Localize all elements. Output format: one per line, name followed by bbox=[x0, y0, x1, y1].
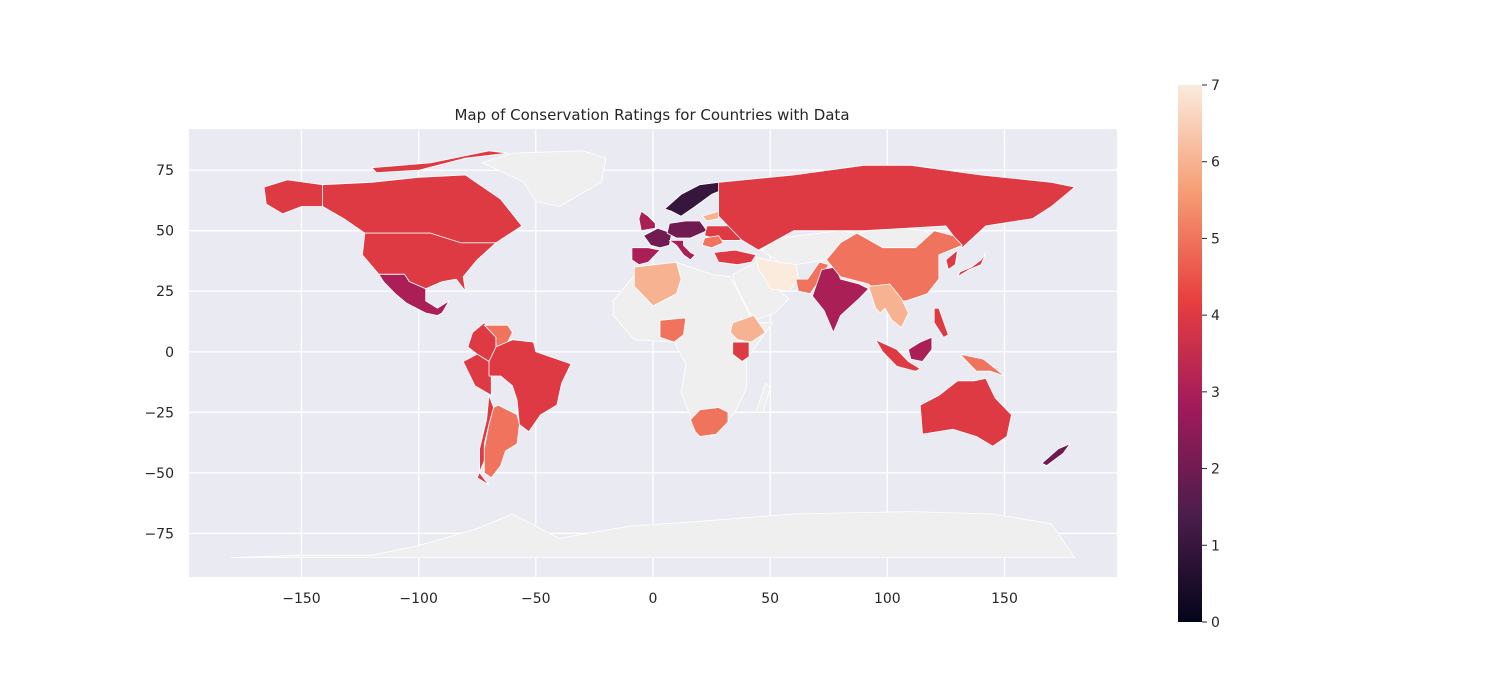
region-scandinavia bbox=[664, 181, 724, 217]
y-tick-label: −50 bbox=[144, 466, 174, 482]
region-nigeria bbox=[659, 317, 687, 343]
region-south-africa bbox=[690, 407, 729, 437]
region-brazil bbox=[488, 339, 572, 433]
region-peru bbox=[462, 353, 492, 396]
region-baltics bbox=[701, 210, 719, 222]
x-tick-label: −150 bbox=[282, 591, 320, 607]
colorbar-tick-label: 5 bbox=[1211, 231, 1220, 247]
colorbar-tick-label: 2 bbox=[1211, 462, 1220, 478]
region-argentina bbox=[483, 404, 520, 479]
x-tick-label: 100 bbox=[874, 591, 901, 607]
region-greenland bbox=[481, 150, 607, 207]
y-axis: 75 50 25 0 −25 −50 −75 bbox=[144, 163, 174, 542]
region-borneo bbox=[908, 336, 933, 362]
colorbar-tick-label: 0 bbox=[1211, 615, 1220, 631]
x-tick-label: 50 bbox=[761, 591, 779, 607]
region-new-guinea bbox=[959, 353, 1005, 377]
colorbar-tick-label: 7 bbox=[1211, 78, 1220, 94]
colorbar-tick-label: 1 bbox=[1211, 538, 1220, 554]
region-kenya bbox=[732, 341, 750, 362]
colorbar-tick-label: 6 bbox=[1211, 155, 1220, 171]
region-spain bbox=[631, 247, 661, 266]
x-tick-label: −50 bbox=[521, 591, 551, 607]
region-australia bbox=[919, 377, 1012, 447]
region-ethiopia bbox=[729, 315, 766, 343]
chart-title: Map of Conservation Ratings for Countrie… bbox=[454, 106, 849, 124]
colorbar: 0 1 2 3 4 5 6 7 bbox=[1178, 78, 1220, 631]
region-iran bbox=[755, 256, 799, 292]
colorbar-ticks: 0 1 2 3 4 5 6 7 bbox=[1202, 78, 1220, 631]
plot-area bbox=[189, 129, 1117, 577]
map-regions bbox=[230, 150, 1076, 558]
region-canadian-arctic-islands bbox=[371, 150, 509, 174]
region-mexico bbox=[378, 273, 450, 316]
region-new-zealand bbox=[1041, 443, 1071, 467]
colorbar-gradient bbox=[1178, 85, 1202, 622]
region-italy bbox=[669, 239, 696, 261]
x-axis: −150 −100 −50 0 50 100 150 bbox=[282, 591, 1018, 607]
x-tick-label: 0 bbox=[649, 591, 658, 607]
x-tick-label: 150 bbox=[991, 591, 1018, 607]
region-madagascar bbox=[755, 382, 771, 413]
y-tick-label: −25 bbox=[144, 405, 174, 421]
y-tick-label: 75 bbox=[156, 163, 174, 179]
y-tick-label: 50 bbox=[156, 224, 174, 240]
region-japan bbox=[957, 252, 987, 278]
region-russia bbox=[718, 164, 1076, 251]
region-malaysia-indonesia bbox=[875, 339, 921, 372]
x-tick-label: −100 bbox=[399, 591, 437, 607]
region-india bbox=[812, 266, 869, 333]
region-korea bbox=[945, 249, 958, 270]
region-france bbox=[643, 227, 673, 249]
y-tick-label: −75 bbox=[144, 526, 174, 542]
region-southeast-asia bbox=[868, 283, 909, 329]
region-romania bbox=[701, 235, 724, 249]
colorbar-tick-label: 3 bbox=[1211, 385, 1220, 401]
region-united-kingdom bbox=[638, 210, 656, 232]
y-tick-label: 0 bbox=[165, 345, 174, 361]
region-turkey bbox=[713, 249, 757, 266]
region-alaska bbox=[263, 179, 324, 215]
region-central-europe bbox=[666, 220, 708, 239]
colorbar-tick-label: 4 bbox=[1211, 308, 1220, 324]
y-tick-label: 25 bbox=[156, 284, 174, 300]
region-philippines bbox=[933, 307, 949, 338]
region-antarctica bbox=[230, 511, 1076, 558]
region-algeria bbox=[633, 261, 682, 307]
